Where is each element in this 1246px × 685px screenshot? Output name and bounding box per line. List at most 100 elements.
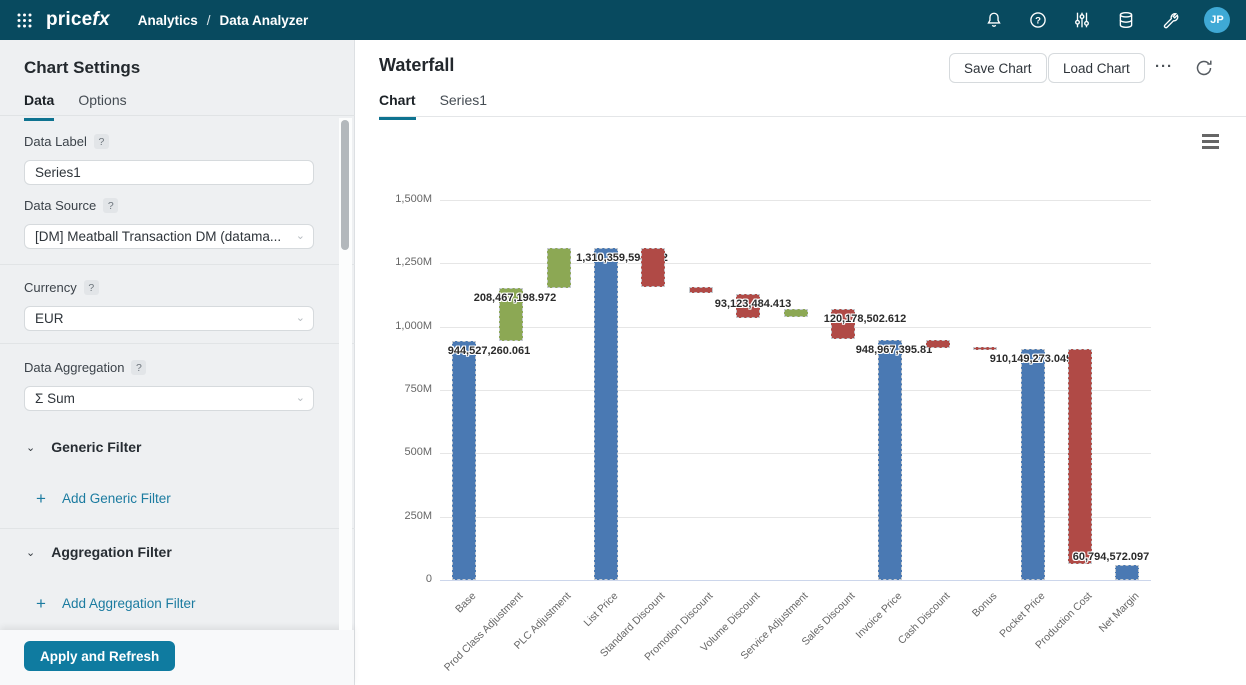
chevron-down-icon: ⌄ [295,312,305,324]
chart-context-menu-icon[interactable] [1202,134,1219,149]
sidebar-scrollbar-track [339,118,352,630]
generic-filter-section-header[interactable]: ⌄ Generic Filter [26,439,141,455]
breadcrumb-page[interactable]: Data Analyzer [219,12,309,28]
data-aggregation-label: Data Aggregation ? [24,360,314,375]
help-icon[interactable]: ? [1028,10,1048,30]
chevron-down-icon: ⌄ [26,441,36,454]
x-axis-category-label: List Price [581,590,621,630]
settings-tabs: Data Options [24,92,127,121]
data-source-select[interactable]: [DM] Meatball Transaction DM (datama... … [24,224,314,249]
waterfall-bar[interactable] [831,309,855,339]
y-gridline [440,200,1151,201]
wrench-tools-icon[interactable] [1160,10,1180,30]
waterfall-bar[interactable] [594,248,618,580]
currency-value: EUR [35,311,64,326]
add-generic-filter-link[interactable]: + Add Generic Filter [36,488,171,508]
x-axis-category-label: Base [453,590,479,616]
waterfall-bar[interactable] [1021,349,1045,580]
svg-text:?: ? [1035,15,1041,26]
aggregation-filter-section-header[interactable]: ⌄ Aggregation Filter [26,544,172,560]
x-axis-category-label: Sales Discount [799,590,858,649]
refresh-icon[interactable] [1194,58,1214,78]
plus-icon: + [36,488,46,508]
x-axis-category-label: Promotion Discount [642,590,716,664]
data-source-value: [DM] Meatball Transaction DM (datama... [35,229,282,244]
waterfall-bar[interactable] [973,347,997,350]
data-aggregation-field-group: Data Aggregation ? Σ Sum ⌄ [24,360,314,411]
save-chart-button[interactable]: Save Chart [949,53,1047,83]
tab-series1[interactable]: Series1 [439,92,488,108]
waterfall-bar[interactable] [1068,349,1092,564]
data-aggregation-select[interactable]: Σ Sum ⌄ [24,386,314,411]
page-title: Waterfall [379,55,455,75]
notifications-bell-icon[interactable] [984,10,1004,30]
waterfall-bar[interactable] [547,248,571,288]
waterfall-bar[interactable] [878,340,902,580]
section-divider [0,264,355,265]
waterfall-bar[interactable] [641,248,665,287]
x-axis-category-label: Bonus [969,590,1000,620]
sliders-settings-icon[interactable] [1072,10,1092,30]
waterfall-bar[interactable] [452,341,476,580]
app-grid-icon-glyph [17,13,31,27]
topbar-actions: ? JP [984,7,1246,33]
load-chart-button[interactable]: Load Chart [1048,53,1145,83]
chart-settings-panel: Chart Settings Data Options Data Label ?… [0,40,355,685]
bar-data-label: 944,527,260.061 [447,345,531,357]
user-avatar[interactable]: JP [1204,7,1230,33]
waterfall-bar[interactable] [736,294,760,318]
x-axis-category-label: Cash Discount [895,590,953,647]
x-axis-category-label: Invoice Price [853,590,905,641]
help-badge-icon[interactable]: ? [93,134,109,149]
sidebar-scrollbar-thumb[interactable] [341,120,349,250]
y-axis-tick-label: 1,250M [395,256,432,268]
database-icon[interactable] [1116,10,1136,30]
y-axis-tick-label: 500M [404,446,432,458]
x-axis-category-label: PLC Adjustment [511,590,574,652]
y-gridline [440,327,1151,328]
add-generic-filter-label: Add Generic Filter [61,491,171,506]
y-axis-tick-label: 1,500M [395,193,432,205]
data-label-input[interactable]: Series1 [24,160,314,185]
waterfall-bar[interactable] [499,288,523,341]
currency-select[interactable]: EUR ⌄ [24,306,314,331]
x-axis-category-label: Production Cost [1033,590,1095,652]
x-axis-line [440,580,1151,581]
data-label-field-group: Data Label ? Series1 [24,134,314,185]
aggregation-filter-title: Aggregation Filter [51,544,172,560]
field-label-text: Currency [24,280,77,295]
waterfall-bar[interactable] [784,309,808,317]
x-axis-category-label: Standard Discount [597,590,668,660]
aggregation-value: Σ Sum [35,391,75,406]
pricefx-logo[interactable]: pricefx [46,9,110,31]
generic-filter-title: Generic Filter [51,439,142,455]
more-options-icon[interactable]: ··· [1155,58,1173,75]
logo-price: price [46,9,93,30]
app-grid-icon[interactable] [12,8,36,32]
section-divider [0,528,355,529]
waterfall-bar[interactable] [926,340,950,348]
waterfall-bar[interactable] [1115,565,1139,580]
waterfall-bar[interactable] [689,287,713,293]
help-badge-icon[interactable]: ? [83,280,99,295]
section-divider [0,343,355,344]
y-axis-tick-label: 1,000M [395,320,432,332]
x-axis-category-label: Volume Discount [698,590,763,655]
tab-options[interactable]: Options [78,92,127,108]
currency-label: Currency ? [24,280,314,295]
x-axis-category-label: Pocket Price [997,590,1048,641]
chart-tabs-divider [379,116,1246,117]
breadcrumb: Analytics / Data Analyzer [138,13,309,28]
breadcrumb-app[interactable]: Analytics [137,12,198,28]
tab-chart[interactable]: Chart [379,92,416,120]
add-aggregation-filter-link[interactable]: + Add Aggregation Filter [36,595,196,612]
help-badge-icon[interactable]: ? [131,360,147,375]
help-badge-icon[interactable]: ? [103,198,119,213]
tab-data[interactable]: Data [24,92,55,121]
data-label-label: Data Label ? [24,134,314,149]
data-source-field-group: Data Source ? [DM] Meatball Transaction … [24,198,314,249]
field-label-text: Data Label [24,134,87,149]
field-label-text: Data Source [24,198,97,213]
apply-and-refresh-button[interactable]: Apply and Refresh [24,641,176,671]
